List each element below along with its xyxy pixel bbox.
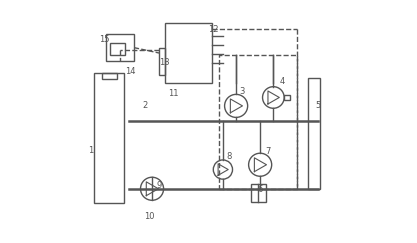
Bar [94,73,124,203]
Bar [165,23,212,83]
Text: 11: 11 [168,89,179,98]
Bar [251,184,266,202]
Bar [308,78,320,189]
Bar [284,95,290,100]
Text: 7: 7 [265,147,271,156]
Text: 8: 8 [226,152,231,161]
Text: 6: 6 [257,185,263,194]
Text: 14: 14 [125,67,136,76]
Bar [159,48,165,75]
Text: 4: 4 [279,77,284,86]
Text: 10: 10 [144,212,155,221]
Bar [106,34,134,61]
Bar [110,43,125,55]
Text: 3: 3 [239,87,244,96]
Text: 2: 2 [142,101,148,110]
Text: 1: 1 [88,146,93,155]
Text: 15: 15 [99,35,109,44]
Text: 12: 12 [208,25,219,34]
Text: 5: 5 [315,101,320,110]
Text: 13: 13 [159,58,169,67]
Bar [102,73,117,79]
Text: 9: 9 [157,181,162,190]
